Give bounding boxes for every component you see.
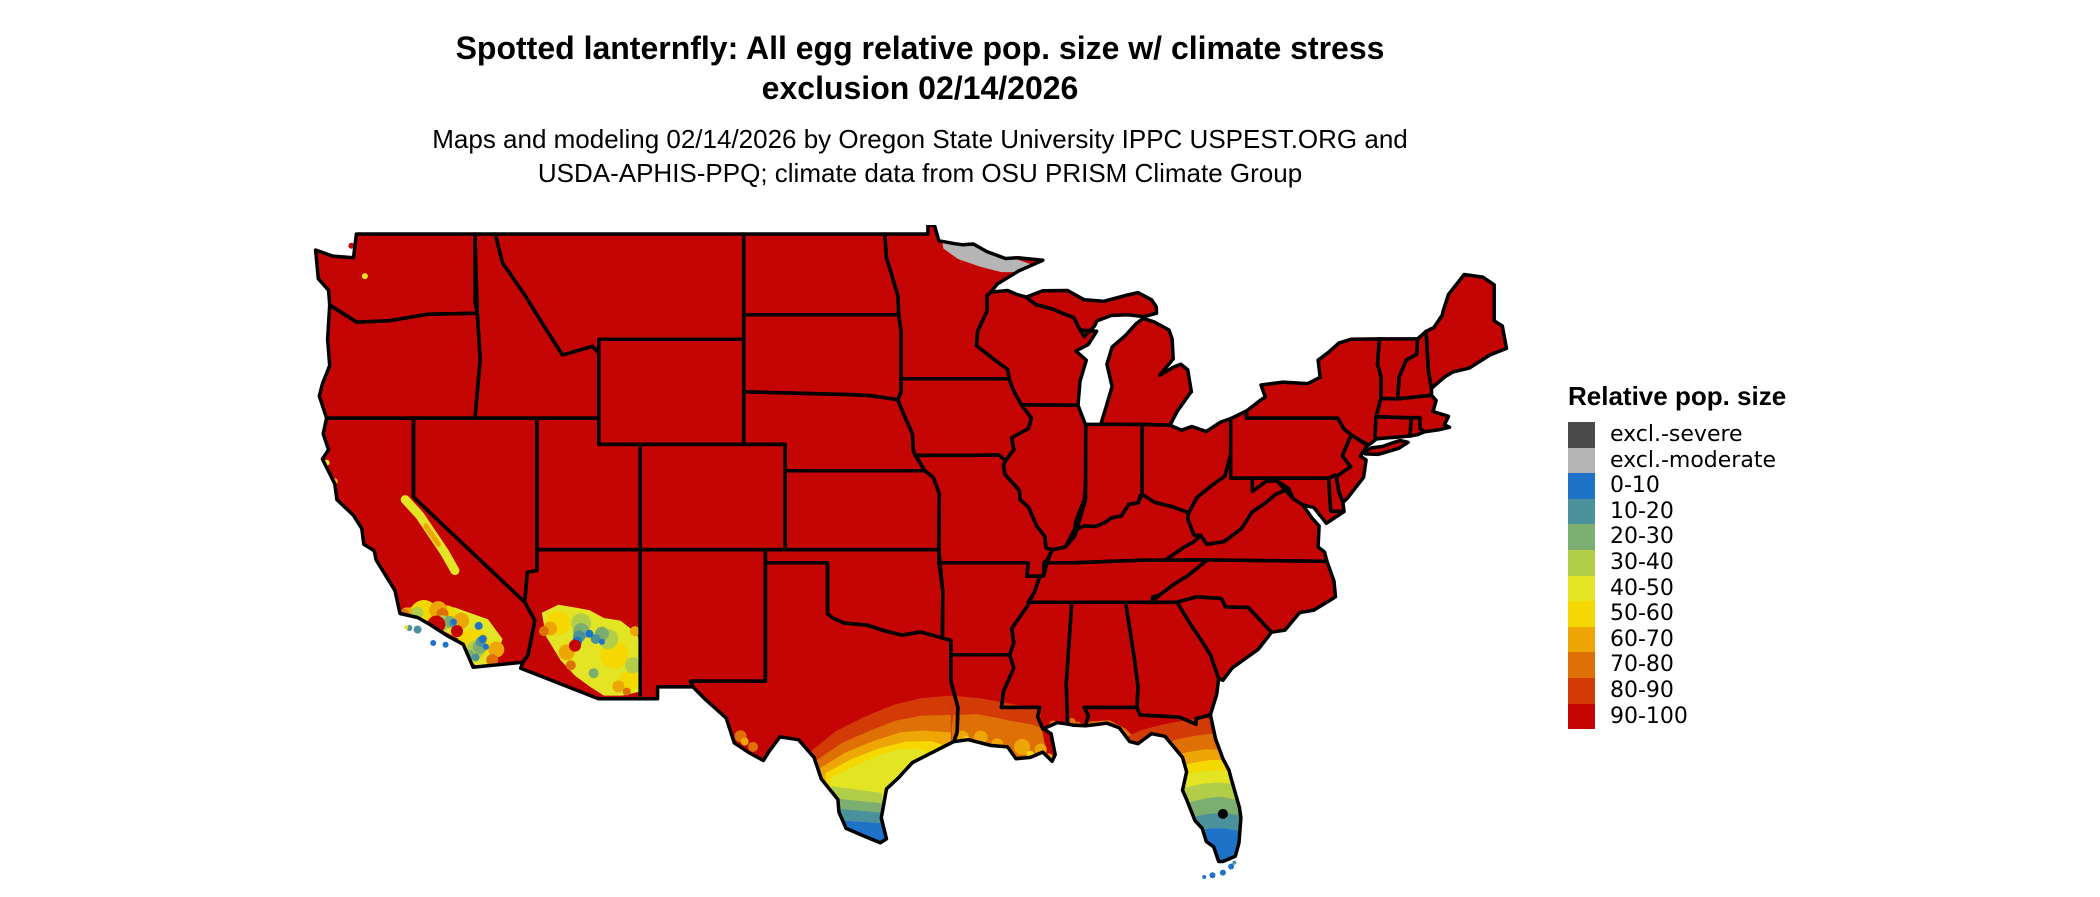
map-title-line-2: exclusion 02/14/2026 <box>761 70 1079 106</box>
legend-label: 60-70 <box>1610 626 1674 652</box>
legend-label: 0-10 <box>1610 473 1660 499</box>
legend-item: 70-80 <box>1568 652 1868 678</box>
legend-swatch <box>1568 652 1595 678</box>
legend-label: 30-40 <box>1610 549 1674 575</box>
legend-label: excl.-severe <box>1610 422 1743 447</box>
legend-label: excl.-moderate <box>1610 447 1776 473</box>
legend-label: 80-90 <box>1610 677 1674 703</box>
legend-item: excl.-moderate <box>1568 447 1868 474</box>
legend-swatch <box>1568 422 1595 448</box>
legend-label: 20-30 <box>1610 524 1674 550</box>
legend-rows: excl.-severe excl.-moderate 0-10 10-20 20-30… <box>1568 422 1868 730</box>
title-block: Spotted lanternfly: All egg relative pop… <box>320 28 1520 190</box>
legend-item: 90-100 <box>1568 703 1868 730</box>
legend-swatch <box>1568 447 1595 474</box>
legend-item: 0-10 <box>1568 473 1868 499</box>
legend: Relative pop. size excl.-severe excl.-mod… <box>1568 381 1868 730</box>
legend-swatch <box>1568 524 1595 550</box>
map-container <box>300 222 1550 892</box>
legend-swatch <box>1568 498 1595 525</box>
legend-swatch <box>1568 703 1595 730</box>
legend-swatch <box>1568 677 1595 704</box>
legend-label: 90-100 <box>1610 703 1688 729</box>
legend-swatch <box>1568 575 1595 602</box>
legend-item: excl.-severe <box>1568 422 1868 448</box>
legend-item: 50-60 <box>1568 601 1868 627</box>
us-choropleth-map <box>313 222 1509 879</box>
legend-item: 10-20 <box>1568 498 1868 525</box>
legend-label: 10-20 <box>1610 498 1674 524</box>
legend-swatch <box>1568 549 1595 576</box>
legend-item: 20-30 <box>1568 524 1868 550</box>
legend-title: Relative pop. size <box>1568 381 1787 411</box>
legend-label: 40-50 <box>1610 575 1674 601</box>
legend-item: 40-50 <box>1568 575 1868 602</box>
legend-item: 30-40 <box>1568 549 1868 576</box>
legend-swatch <box>1568 601 1595 627</box>
map-subtitle-line-2: USDA-APHIS-PPQ; climate data from OSU PR… <box>537 158 1303 188</box>
legend-item: 80-90 <box>1568 677 1868 704</box>
legend-item: 60-70 <box>1568 626 1868 653</box>
map-title-line-1: Spotted lanternfly: All egg relative pop… <box>455 30 1385 66</box>
map-subtitle-line-1: Maps and modeling 02/14/2026 by Oregon S… <box>432 124 1408 154</box>
legend-label: 50-60 <box>1610 601 1674 627</box>
legend-swatch <box>1568 473 1595 499</box>
legend-label: 70-80 <box>1610 652 1674 678</box>
legend-swatch <box>1568 626 1595 653</box>
